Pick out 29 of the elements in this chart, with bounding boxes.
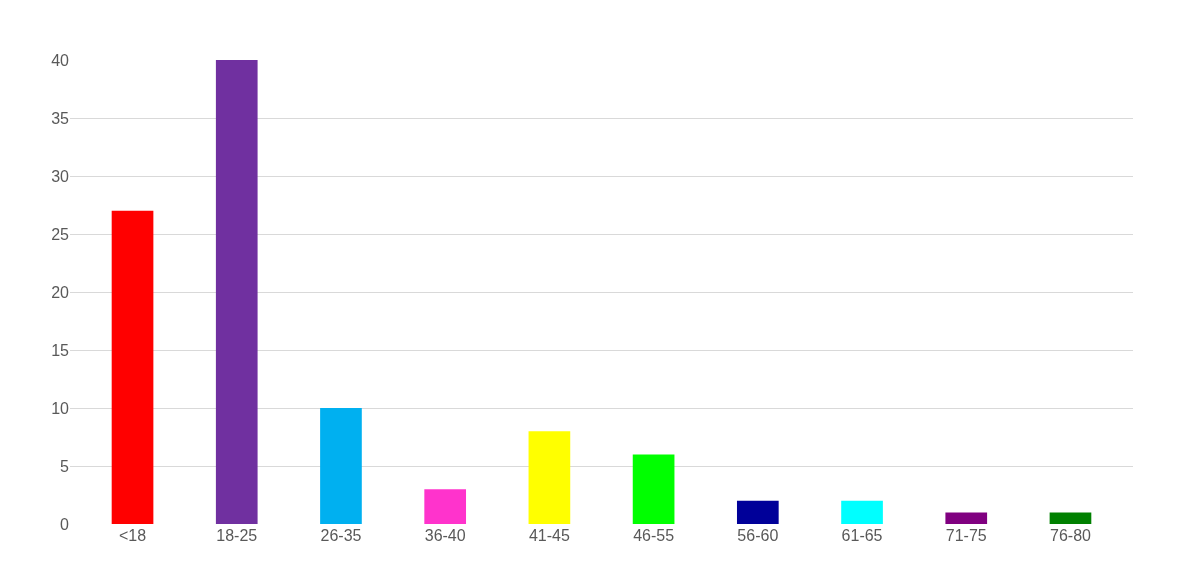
x-tick-label: 18-25 bbox=[216, 527, 258, 544]
y-tick-label: 30 bbox=[51, 167, 70, 185]
y-tick-label: 10 bbox=[51, 399, 70, 417]
bar bbox=[215, 60, 258, 524]
y-tick-label: 0 bbox=[60, 515, 70, 533]
y-tick-label: 5 bbox=[60, 457, 70, 475]
y-tick-label: 15 bbox=[51, 341, 70, 359]
bar bbox=[320, 408, 362, 524]
x-tick-label: <18 bbox=[118, 527, 147, 544]
y-tick-label: 40 bbox=[51, 51, 70, 69]
y-tick-label: 25 bbox=[51, 225, 70, 243]
x-tick-label: 56-60 bbox=[737, 527, 779, 544]
x-tick-label: 41-45 bbox=[528, 527, 570, 544]
bar bbox=[111, 210, 154, 524]
y-tick-label: 35 bbox=[51, 109, 70, 127]
bar bbox=[632, 454, 675, 524]
y-tick-label: 20 bbox=[51, 283, 70, 301]
bar bbox=[945, 512, 988, 524]
bar bbox=[528, 431, 571, 524]
x-tick-label: 36-40 bbox=[424, 527, 466, 544]
bar bbox=[1049, 512, 1092, 524]
x-tick-label: 76-80 bbox=[1050, 527, 1092, 544]
x-tick-label: 71-75 bbox=[945, 527, 987, 544]
bar bbox=[841, 500, 883, 524]
bar bbox=[424, 489, 467, 524]
x-tick-label: 26-35 bbox=[320, 527, 362, 544]
x-tick-label: 61-65 bbox=[841, 527, 883, 544]
bar bbox=[736, 500, 779, 524]
x-tick-label: 46-55 bbox=[633, 527, 675, 544]
